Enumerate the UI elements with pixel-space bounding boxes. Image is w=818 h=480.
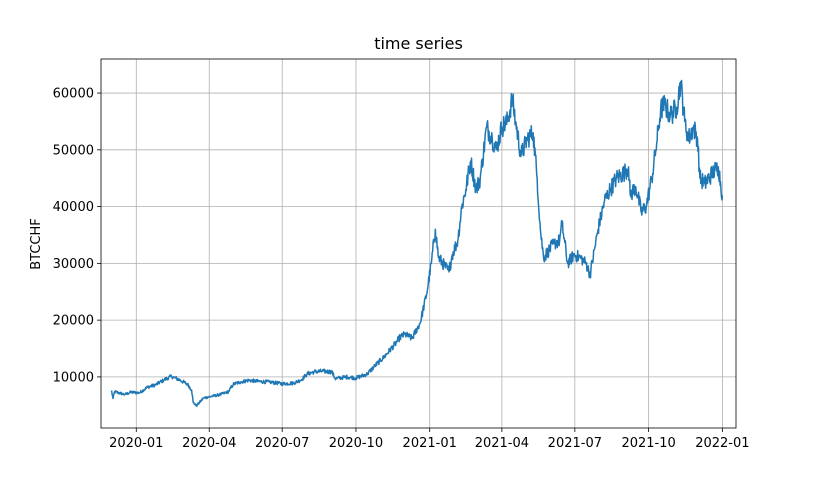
series-line-btcchf <box>110 79 724 407</box>
y-tick-label: 10000 <box>53 370 94 385</box>
y-tick-label: 20000 <box>53 314 94 329</box>
x-tick-label: 2022-01 <box>695 436 749 451</box>
chart-title: time series <box>374 34 463 53</box>
x-tick-label: 2021-04 <box>475 436 529 451</box>
x-tick-label: 2020-10 <box>329 436 383 451</box>
line-layer <box>110 79 724 407</box>
y-tick-label: 30000 <box>53 257 94 272</box>
y-tick-label: 40000 <box>53 200 94 215</box>
x-tick-label: 2020-04 <box>182 436 236 451</box>
x-tick-label: 2020-01 <box>109 436 163 451</box>
x-tick-label: 2020-07 <box>255 436 309 451</box>
y-tick-label: 60000 <box>53 87 94 102</box>
x-tick-label: 2021-07 <box>548 436 602 451</box>
x-tick-label: 2021-10 <box>621 436 675 451</box>
grid-layer <box>101 59 736 428</box>
x-tick-label: 2021-01 <box>403 436 457 451</box>
axes-layer <box>100 58 737 429</box>
plot-frame <box>100 58 737 429</box>
y-axis-label: BTCCHF <box>29 218 44 270</box>
y-tick-label: 50000 <box>53 143 94 158</box>
ticks-layer: 2020-01 2020-04 2020-07 2020-10 2021-01 2021-… <box>53 87 750 451</box>
